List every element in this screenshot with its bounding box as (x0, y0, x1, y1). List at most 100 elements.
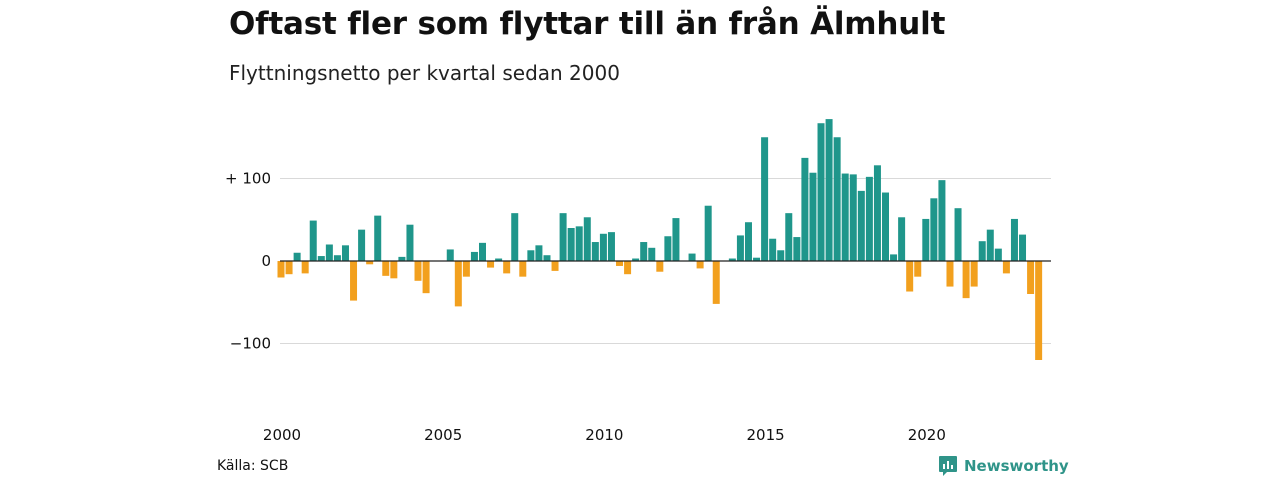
x-tick-label: 2005 (424, 426, 462, 444)
bar-2017-k3 (841, 173, 849, 261)
bar-2006-k3 (487, 261, 495, 268)
bar-2007-k3 (519, 261, 527, 277)
bar-2003-k3 (390, 261, 398, 279)
bar-2002-k2 (350, 261, 358, 301)
bar-2017-k1 (825, 119, 833, 261)
bar-2020-k1 (922, 218, 930, 261)
bar-2015-k3 (777, 250, 785, 261)
bar-2000-k1 (277, 261, 285, 278)
x-axis-labels: 2000 2005 2010 2015 2020 (263, 426, 946, 444)
bar-2001-k3 (325, 244, 333, 261)
source-note: Källa: SCB (217, 458, 289, 474)
bar-2018-k2 (865, 176, 873, 261)
bar-2014-k3 (744, 222, 752, 261)
bar-2022-k1 (986, 229, 994, 261)
bar-2001-k2 (317, 256, 325, 261)
bar-2016-k1 (793, 237, 801, 261)
bar-2012-k1 (664, 236, 672, 261)
bar-2020-k2 (930, 198, 938, 261)
bar-2008-k1 (535, 245, 543, 261)
chart-subtitle: Flyttningsnetto per kvartal sedan 2000 (229, 61, 620, 85)
x-tick-label: 2020 (908, 426, 946, 444)
bar-2001-k4 (333, 255, 341, 261)
newsworthy-logo-icon (939, 456, 957, 476)
bar-2018-k4 (882, 192, 889, 261)
brand-name: Newsworthy (964, 457, 1069, 475)
y-axis-labels: + 100 0 −100 (225, 170, 271, 353)
bar-2002-k4 (366, 261, 374, 265)
bar-2010-k2 (607, 232, 615, 262)
x-tick-label: 2010 (585, 426, 623, 444)
bar-2005-k3 (454, 261, 462, 307)
brand-logo[interactable]: Newsworthy (938, 455, 1069, 477)
bar-2004-k3 (422, 261, 430, 294)
bar-2020-k3 (938, 180, 946, 261)
bar-2000-k4 (301, 261, 309, 274)
bar-2005-k2 (446, 249, 454, 261)
bar-2022-k4 (1010, 218, 1018, 261)
bar-2005-k4 (462, 261, 470, 277)
bar-2003-k2 (382, 261, 390, 276)
bar-2001-k1 (309, 220, 317, 261)
bar-2022-k3 (1002, 261, 1010, 274)
bar-2011-k3 (648, 247, 656, 261)
bar-2007-k1 (503, 261, 511, 274)
bar-2003-k1 (374, 215, 382, 262)
bar-2006-k4 (495, 258, 503, 261)
gridlines (280, 178, 1051, 344)
bar-2021-k1 (954, 208, 962, 261)
bar-2009-k4 (591, 242, 599, 261)
bar-2021-k2 (962, 261, 970, 299)
bars (277, 119, 1043, 360)
bar-2011-k1 (632, 258, 640, 261)
bar-2003-k4 (398, 256, 406, 262)
bar-2004-k2 (414, 261, 422, 281)
bar-2009-k1 (567, 228, 575, 261)
bar-2011-k2 (640, 242, 648, 261)
bar-2015-k2 (769, 238, 777, 261)
chart-title: Oftast fler som flyttar till än från Älm… (229, 6, 946, 42)
bar-2019-k4 (914, 261, 922, 277)
bar-2016-k2 (801, 157, 809, 262)
bar-2014-k1 (728, 258, 736, 261)
bar-2008-k2 (543, 255, 551, 261)
bar-2019-k2 (898, 217, 906, 261)
bar-2012-k4 (688, 253, 696, 261)
y-tick-label: 0 (261, 252, 271, 270)
bar-2000-k3 (293, 252, 301, 261)
bar-2018-k3 (873, 165, 881, 261)
bar-2006-k1 (470, 251, 478, 261)
bar-2020-k4 (946, 261, 954, 287)
bar-2017-k2 (833, 137, 841, 261)
bar-2008-k3 (551, 261, 559, 271)
y-tick-label: −100 (230, 335, 271, 353)
bar-2010-k1 (599, 233, 607, 261)
bar-2022-k2 (994, 248, 1002, 262)
bar-2019-k3 (906, 261, 914, 292)
bar-2000-k2 (285, 261, 293, 275)
bar-2017-k4 (849, 174, 857, 262)
bar-2019-k1 (890, 254, 898, 261)
bar-2015-k4 (785, 213, 793, 261)
bar-2023-k3 (1035, 261, 1043, 360)
bar-2013-k1 (696, 261, 704, 269)
bar-2008-k4 (559, 213, 567, 261)
bar-2014-k4 (753, 257, 761, 261)
bar-2006-k2 (479, 242, 486, 261)
bar-2014-k2 (736, 235, 744, 261)
bar-2009-k3 (583, 217, 591, 261)
bar-2013-k3 (712, 261, 720, 304)
bar-2023-k1 (1019, 234, 1027, 261)
bar-2010-k3 (616, 261, 624, 266)
bar-2007-k4 (527, 250, 535, 261)
bar-2004-k1 (406, 224, 414, 261)
bar-2002-k3 (358, 229, 366, 261)
x-tick-label: 2015 (747, 426, 785, 444)
bar-2018-k1 (857, 190, 865, 262)
bar-2012-k2 (672, 218, 680, 261)
bar-2016-k4 (817, 123, 825, 261)
bar-2021-k3 (970, 261, 978, 287)
bar-2002-k1 (341, 245, 349, 261)
